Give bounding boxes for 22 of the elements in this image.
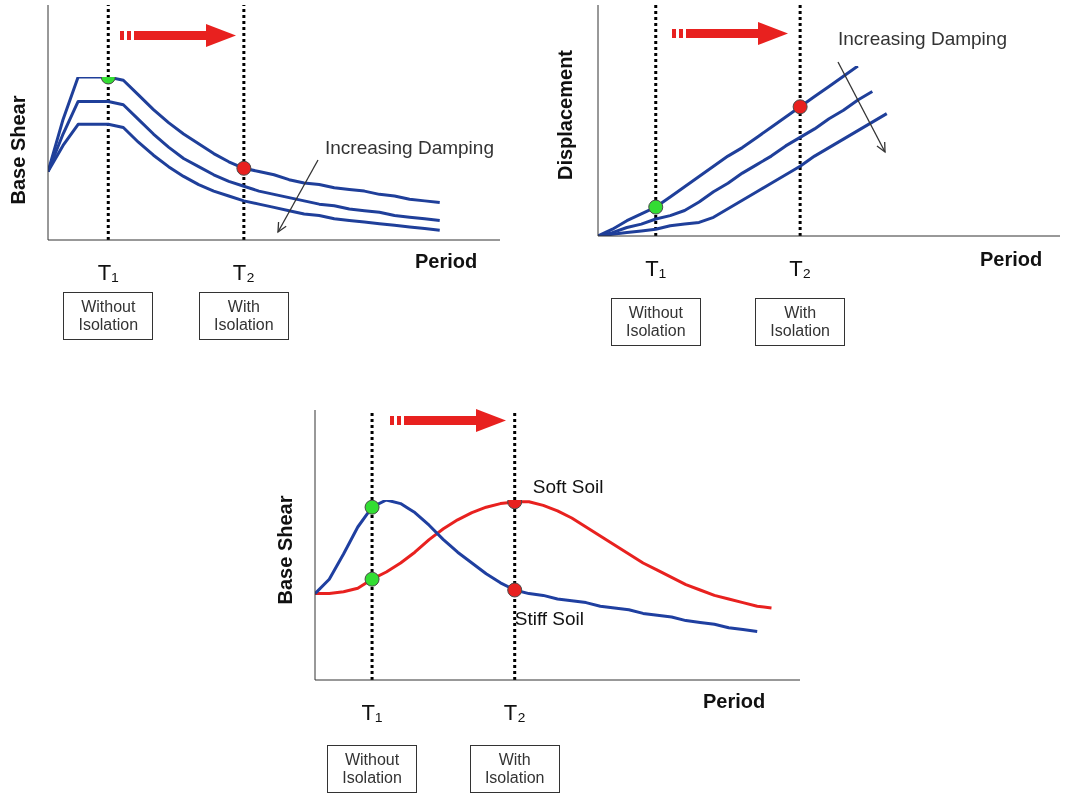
y-axis-title: Base Shear <box>273 495 297 605</box>
y-axis-title: Displacement <box>553 49 577 181</box>
series-label: Soft Soil <box>532 475 604 498</box>
x-axis-title: Period <box>703 690 766 713</box>
text: Without Isolation <box>63 292 154 340</box>
text: Without Isolation <box>610 298 701 346</box>
y-axis-title: Base Shear <box>6 95 30 205</box>
x-tick-label: T₂ <box>503 699 526 725</box>
series-label: Stiff Soil <box>514 608 585 630</box>
annotation: Increasing Damping <box>325 137 494 159</box>
x-tick-label: T₂ <box>789 255 812 281</box>
text: With Isolation <box>469 745 560 793</box>
x-tick-label: T₂ <box>232 259 255 285</box>
x-tick-label: T₁ <box>361 699 383 725</box>
text: With Isolation <box>198 292 289 340</box>
text: With Isolation <box>755 298 846 346</box>
x-axis-title: Period <box>980 248 1043 271</box>
text: Increasing Damping <box>838 28 1007 50</box>
x-axis-title: Period <box>415 250 478 273</box>
text: Without Isolation <box>327 745 418 793</box>
x-tick-label: T₁ <box>645 255 667 281</box>
x-tick-label: T₁ <box>97 259 119 285</box>
